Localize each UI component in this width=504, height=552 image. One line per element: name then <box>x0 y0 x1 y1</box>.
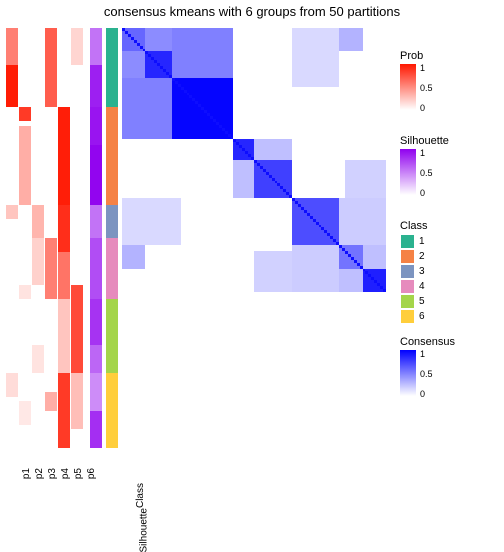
x-label-p6: p6 <box>86 468 97 479</box>
legend-prob: Prob10.50 <box>400 50 423 112</box>
page-title: consensus kmeans with 6 groups from 50 p… <box>0 4 504 19</box>
prob-col-p1 <box>6 28 18 448</box>
class-col <box>106 28 118 448</box>
legend-silhouette: Silhouette10.50 <box>400 135 449 197</box>
x-label-p5: p5 <box>73 468 84 479</box>
heatmap-area <box>6 28 386 448</box>
x-label-p3: p3 <box>47 468 58 479</box>
prob-col-p2 <box>19 28 31 448</box>
x-label-p2: p2 <box>34 468 45 479</box>
legend-consensus: Consensus10.50 <box>400 336 455 398</box>
x-label-class: Class <box>135 483 146 508</box>
legend-class: Class123456 <box>400 220 428 324</box>
consensus-matrix <box>122 28 386 292</box>
x-label-silhouette: Silhouette <box>138 508 149 552</box>
silhouette-col <box>90 28 102 448</box>
prob-col-p4 <box>45 28 57 448</box>
x-label-p1: p1 <box>21 468 32 479</box>
x-label-p4: p4 <box>60 468 71 479</box>
prob-col-p5 <box>58 28 70 448</box>
prob-col-p6 <box>71 28 83 448</box>
prob-col-p3 <box>32 28 44 448</box>
